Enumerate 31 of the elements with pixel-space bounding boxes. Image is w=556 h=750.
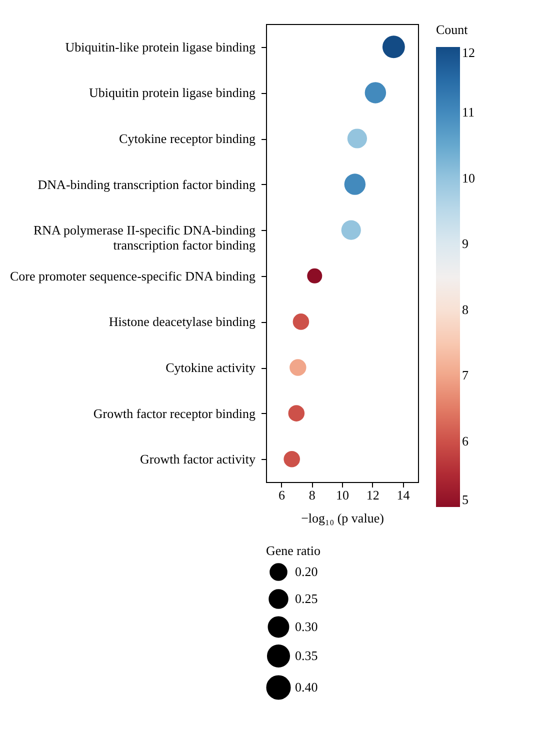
y-tick-label: Growth factor activity <box>140 452 256 467</box>
y-tick-label: Core promoter sequence-specific DNA binding <box>10 268 256 284</box>
y-tick-label: Cytokine receptor binding <box>119 131 256 146</box>
color-bar-label: 12 <box>462 45 475 60</box>
x-tick-label: 6 <box>278 488 286 502</box>
x-axis-title: −log₁₀ (p value) <box>301 510 384 526</box>
x-tick-label: 8 <box>308 488 316 502</box>
y-tick-label: RNA polymerase II-specific DNA-binding transcription factor binding <box>33 222 256 253</box>
y-tick-label: Cytokine activity <box>166 360 256 375</box>
color-bar-label: 11 <box>462 104 475 120</box>
legend-label: 0.30 <box>295 619 318 634</box>
color-bar-label: 5 <box>462 492 468 507</box>
color-bar-label: 9 <box>462 236 468 252</box>
y-tick-label: Histone deacetylase binding <box>108 314 256 330</box>
legend-label: 0.25 <box>295 591 318 606</box>
x-tick-label: 14 <box>396 488 410 502</box>
x-tick-label: 10 <box>336 488 349 502</box>
y-tick-label: Ubiquitin protein ligase binding <box>89 85 256 100</box>
x-tick-label: 12 <box>366 488 380 502</box>
y-tick-label: Ubiquitin-like protein ligase binding <box>65 39 256 54</box>
legend-label: 0.20 <box>295 564 318 579</box>
color-bar-label: 6 <box>462 433 469 448</box>
color-bar-label: 8 <box>462 302 468 317</box>
y-tick-label: Growth factor receptor binding <box>93 406 256 421</box>
color-bar-title: Count <box>436 22 468 37</box>
legend-label: 0.35 <box>295 648 318 663</box>
y-tick-label: DNA-binding transcription factor binding <box>38 176 256 192</box>
legend-title: Gene ratio <box>266 543 321 558</box>
color-bar-label: 7 <box>462 368 469 383</box>
legend-label: 0.40 <box>295 680 318 694</box>
color-bar-label: 10 <box>462 170 475 186</box>
